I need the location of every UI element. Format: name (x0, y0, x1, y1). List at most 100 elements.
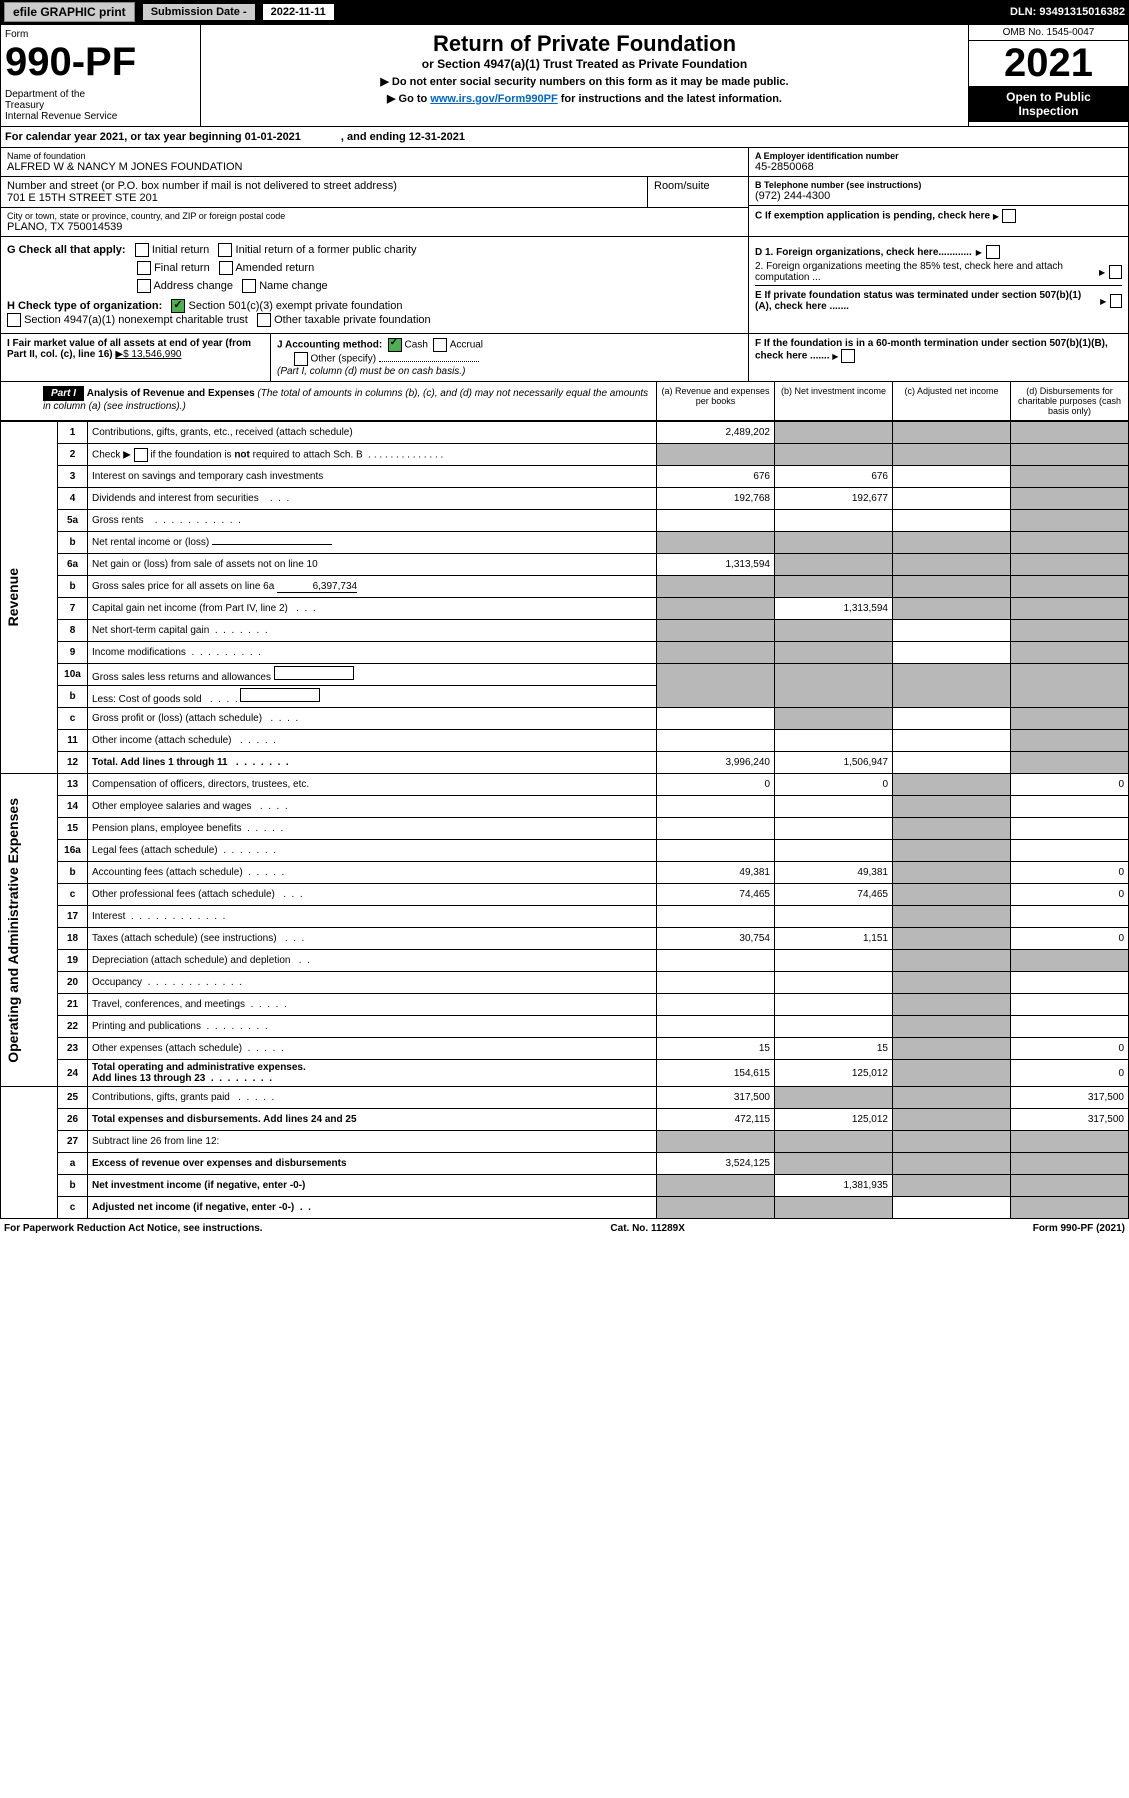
cell-b: 74,465 (775, 884, 893, 906)
cell-b: 1,151 (775, 928, 893, 950)
g-name-checkbox[interactable] (242, 279, 256, 293)
open-to-public: Open to PublicInspection (969, 86, 1128, 122)
irs-link[interactable]: www.irs.gov/Form990PF (430, 93, 557, 105)
line-label: Contributions, gifts, grants, etc., rece… (88, 422, 657, 444)
submission-date: 2022-11-11 (263, 4, 334, 20)
phone-label: B Telephone number (see instructions) (755, 180, 1122, 190)
cell-d: 0 (1011, 1060, 1129, 1087)
address-row: Number and street (or P.O. box number if… (1, 177, 648, 207)
f-checkbox[interactable] (841, 349, 855, 363)
submission-label: Submission Date - (143, 4, 255, 20)
cell-c (893, 752, 1011, 774)
line-label: Dividends and interest from securities .… (88, 488, 657, 510)
sch-b-checkbox[interactable] (134, 448, 148, 462)
table-row: 23Other expenses (attach schedule) . . .… (1, 1038, 1129, 1060)
table-row: 25Contributions, gifts, grants paid . . … (1, 1087, 1129, 1109)
line-label: Contributions, gifts, grants paid . . . … (88, 1087, 657, 1109)
g-initial-former-checkbox[interactable] (218, 243, 232, 257)
j-other-checkbox[interactable] (294, 352, 308, 366)
cell-a (657, 620, 775, 642)
c-exemption-row: C If exemption application is pending, c… (749, 206, 1128, 226)
cell-a: 472,115 (657, 1109, 775, 1131)
part1-header: Part I Analysis of Revenue and Expenses … (0, 382, 1129, 421)
cell-c (893, 1197, 1011, 1219)
h-4947-checkbox[interactable] (7, 313, 21, 327)
col-c-header: (c) Adjusted net income (892, 382, 1010, 420)
cell-c (893, 1153, 1011, 1175)
f-label: F If the foundation is in a 60-month ter… (755, 338, 1108, 362)
cell-d (1011, 620, 1129, 642)
line-num: c (58, 1197, 88, 1219)
d1-checkbox[interactable] (986, 245, 1000, 259)
table-row: 24Total operating and administrative exp… (1, 1060, 1129, 1087)
addr-label: Number and street (or P.O. box number if… (7, 180, 641, 192)
line-num: 8 (58, 620, 88, 642)
g-initial-checkbox[interactable] (135, 243, 149, 257)
table-row: 8Net short-term capital gain . . . . . .… (1, 620, 1129, 642)
main-table: Revenue 1 Contributions, gifts, grants, … (0, 421, 1129, 1219)
c-checkbox[interactable] (1002, 209, 1016, 223)
cell-b: 676 (775, 466, 893, 488)
line-label: Gross rents . . . . . . . . . . . (88, 510, 657, 532)
h-other-checkbox[interactable] (257, 313, 271, 327)
cell-d (1011, 818, 1129, 840)
line-num: 14 (58, 796, 88, 818)
d2-checkbox[interactable] (1109, 265, 1122, 279)
cell-a (657, 444, 775, 466)
table-row: cGross profit or (loss) (attach schedule… (1, 708, 1129, 730)
j-accrual-checkbox[interactable] (433, 338, 447, 352)
line-num: 20 (58, 972, 88, 994)
line-num: b (58, 1175, 88, 1197)
cell-a (657, 972, 775, 994)
cell-c (893, 576, 1011, 598)
h-501c3-checkbox[interactable] (171, 299, 185, 313)
line-label: Adjusted net income (if negative, enter … (88, 1197, 657, 1219)
form-id-block: Form 990-PF Department of theTreasuryInt… (1, 25, 201, 126)
table-row: bNet investment income (if negative, ent… (1, 1175, 1129, 1197)
j-note: (Part I, column (d) must be on cash basi… (277, 366, 465, 377)
j-cash-checkbox[interactable] (388, 338, 402, 352)
section-f: F If the foundation is in a 60-month ter… (748, 334, 1128, 381)
line-num: 27 (58, 1131, 88, 1153)
cell-a (657, 532, 775, 554)
cell-b: 1,381,935 (775, 1175, 893, 1197)
line-num: 24 (58, 1060, 88, 1087)
form-number: 990-PF (5, 40, 196, 85)
cell-b (775, 620, 893, 642)
line-num: b (58, 862, 88, 884)
g-final-checkbox[interactable] (137, 261, 151, 275)
line-num: 15 (58, 818, 88, 840)
line-label: Net short-term capital gain . . . . . . … (88, 620, 657, 642)
addr-value: 701 E 15TH STREET STE 201 (7, 192, 641, 204)
table-row: 19Depreciation (attach schedule) and dep… (1, 950, 1129, 972)
cell-b (775, 840, 893, 862)
cell-c (893, 1060, 1011, 1087)
part1-title: Analysis of Revenue and Expenses (87, 388, 255, 399)
cell-d (1011, 466, 1129, 488)
cell-a: 2,489,202 (657, 422, 775, 444)
cell-d (1011, 994, 1129, 1016)
cell-c (893, 972, 1011, 994)
g-amended-checkbox[interactable] (219, 261, 233, 275)
cell-d (1011, 950, 1129, 972)
table-row: 11Other income (attach schedule) . . . .… (1, 730, 1129, 752)
ein-label: A Employer identification number (755, 151, 1122, 161)
table-row: bNet rental income or (loss) (1, 532, 1129, 554)
cell-a: 317,500 (657, 1087, 775, 1109)
cell-c (893, 620, 1011, 642)
name-value: ALFRED W & NANCY M JONES FOUNDATION (7, 161, 742, 173)
cell-b: 49,381 (775, 862, 893, 884)
g-address-checkbox[interactable] (137, 279, 151, 293)
table-row: 22Printing and publications . . . . . . … (1, 1016, 1129, 1038)
g-initial-label: Initial return (152, 244, 209, 256)
line-label: Printing and publications . . . . . . . … (88, 1016, 657, 1038)
line-label: Gross sales less returns and allowances (88, 664, 657, 686)
efile-print-button[interactable]: efile GRAPHIC print (4, 2, 135, 22)
cell-d (1011, 1131, 1129, 1153)
line-label: Pension plans, employee benefits . . . .… (88, 818, 657, 840)
e-checkbox[interactable] (1110, 294, 1122, 308)
city-label: City or town, state or province, country… (7, 211, 742, 221)
line-num: a (58, 1153, 88, 1175)
form-year-block: OMB No. 1545-0047 2021 Open to PublicIns… (968, 25, 1128, 126)
table-row: cAdjusted net income (if negative, enter… (1, 1197, 1129, 1219)
